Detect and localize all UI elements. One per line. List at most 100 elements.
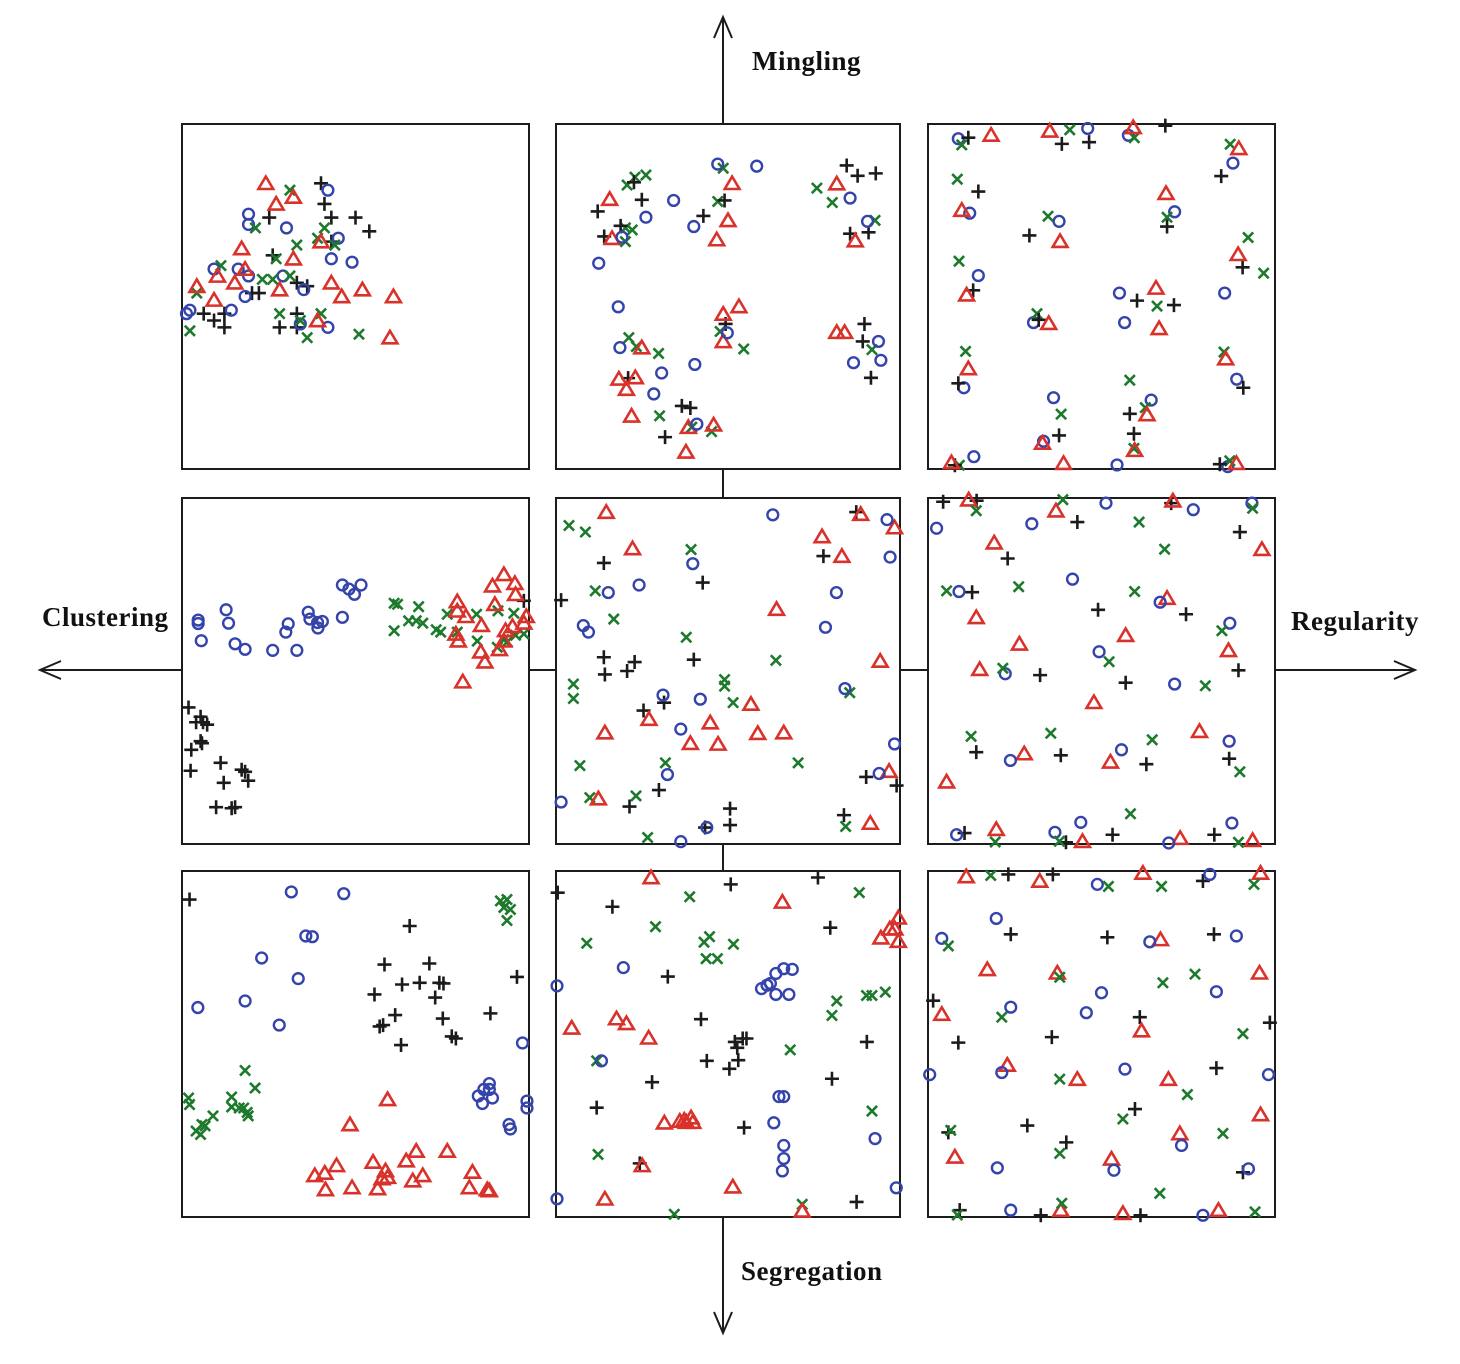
marker-cross <box>239 1064 252 1077</box>
marker-cross <box>1155 880 1168 893</box>
marker-triangle <box>462 1162 483 1179</box>
marker-plus <box>1053 748 1068 763</box>
marker-triangle <box>479 1181 500 1198</box>
marker-triangle <box>772 892 793 909</box>
marker-plus <box>448 1031 463 1046</box>
marker-plus <box>590 204 605 219</box>
marker-cross <box>995 1011 1008 1024</box>
marker-circle <box>775 1164 789 1178</box>
marker-circle <box>550 1192 564 1206</box>
marker-triangle <box>986 819 1006 837</box>
marker-cross <box>1102 880 1115 893</box>
marker-plus <box>693 1012 708 1027</box>
marker-circle <box>1168 205 1182 219</box>
marker-triangle <box>885 919 905 936</box>
marker-circle <box>299 929 313 943</box>
marker-triangle <box>932 1004 952 1022</box>
marker-plus <box>1127 1102 1142 1117</box>
marker-triangle <box>680 733 701 751</box>
marker-plus <box>936 494 951 509</box>
marker-plus <box>605 899 620 914</box>
marker-cross <box>629 789 643 802</box>
marker-triangle <box>956 285 977 302</box>
marker-plus <box>1139 757 1154 772</box>
marker-cross <box>1216 1127 1229 1140</box>
marker-circle <box>777 1090 791 1104</box>
marker-plus <box>207 313 222 328</box>
marker-cross <box>241 1106 254 1119</box>
marker-plus <box>1166 298 1181 313</box>
marker-triangle <box>1163 491 1183 508</box>
marker-cross <box>942 939 955 952</box>
marker-circle <box>520 1101 534 1115</box>
marker-triangle <box>372 1169 392 1186</box>
marker-triangle <box>1124 440 1145 458</box>
marker-cross <box>434 626 447 639</box>
marker-triangle <box>1252 539 1272 557</box>
marker-circle <box>829 585 844 600</box>
marker-triangle <box>1146 278 1166 295</box>
marker-triangle <box>396 1151 416 1168</box>
marker-circle <box>1196 1208 1210 1222</box>
marker-circle <box>923 1068 937 1082</box>
arrowhead-left-icon <box>37 660 62 680</box>
marker-triangle <box>204 290 224 307</box>
marker-triangle <box>1250 863 1271 881</box>
marker-cross <box>626 223 639 236</box>
marker-circle <box>290 643 304 657</box>
marker-cross <box>1158 543 1171 556</box>
marker-circle <box>967 450 981 464</box>
marker-triangle <box>266 194 286 211</box>
scatter-panel-top-middle <box>555 123 901 470</box>
marker-triangle <box>447 592 467 609</box>
marker-circle <box>303 612 317 626</box>
marker-circle <box>846 356 861 370</box>
marker-circle <box>321 183 335 197</box>
marker-circle <box>515 1036 530 1050</box>
marker-circle <box>1226 156 1240 170</box>
marker-triangle <box>269 280 290 297</box>
marker-plus <box>1231 663 1246 678</box>
marker-plus <box>717 193 732 208</box>
scatter-points-layer <box>179 173 404 345</box>
marker-cross <box>1249 1205 1262 1218</box>
marker-cross <box>1133 516 1146 529</box>
marker-triangle <box>1249 963 1270 980</box>
marker-circle <box>656 688 670 702</box>
marker-circle <box>720 326 734 340</box>
marker-triangle <box>437 1141 457 1158</box>
marker-circle <box>1209 985 1223 999</box>
marker-cross <box>1156 976 1169 989</box>
marker-triangle <box>596 502 616 520</box>
marker-triangle <box>599 189 620 207</box>
marker-plus <box>627 655 642 670</box>
marker-circle <box>1168 677 1182 691</box>
marker-cross <box>810 182 823 195</box>
marker-circle <box>1092 645 1106 659</box>
marker-cross <box>183 1098 196 1111</box>
marker-plus <box>1262 1015 1277 1030</box>
marker-triangle <box>595 1189 615 1206</box>
marker-cross <box>1055 1197 1068 1210</box>
scatter-panel-center <box>554 497 905 849</box>
marker-cross <box>1103 655 1116 668</box>
marker-triangle <box>1216 349 1236 366</box>
marker-cross <box>955 138 968 151</box>
marker-cross <box>965 730 978 743</box>
marker-cross <box>718 680 731 693</box>
scatter-panel-bottom-left <box>181 870 534 1218</box>
marker-circle <box>772 1090 786 1104</box>
marker-cross <box>853 886 866 899</box>
marker-plus <box>1105 827 1120 842</box>
marker-plus <box>1126 426 1141 441</box>
marker-circle <box>883 550 897 564</box>
marker-triangle <box>413 1166 433 1183</box>
marker-circle <box>639 210 653 224</box>
marker-plus <box>969 745 984 760</box>
marker-triangle <box>1030 871 1050 888</box>
marker-cross <box>769 654 782 667</box>
marker-circle <box>1065 572 1080 586</box>
marker-triangle <box>1084 692 1104 710</box>
marker-circle <box>238 994 252 1008</box>
marker-triangle <box>207 266 228 283</box>
